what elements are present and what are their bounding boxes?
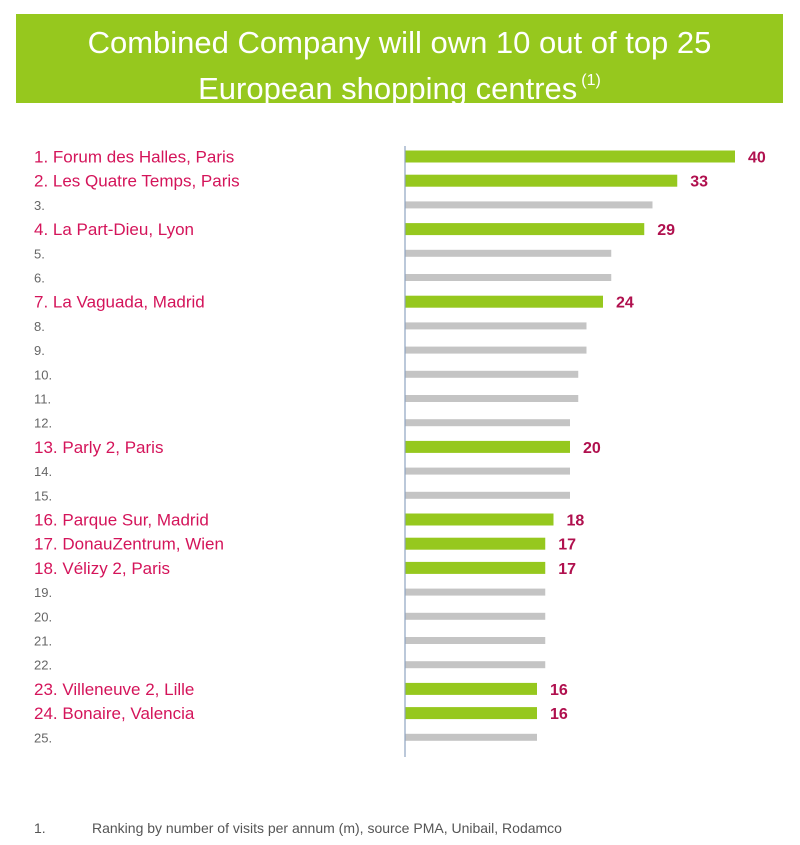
category-label: 16. Parque Sur, Madrid: [34, 511, 209, 530]
category-label: 14.: [34, 464, 52, 479]
category-label: 7. La Vaguada, Madrid: [34, 293, 205, 312]
bar: [405, 733, 537, 741]
category-label: 4. La Part-Dieu, Lyon: [34, 220, 194, 239]
bar: [405, 707, 537, 720]
category-label: 20.: [34, 609, 52, 624]
title-banner: Combined Company will own 10 out of top …: [16, 14, 783, 106]
category-label: 1. Forum des Halles, Paris: [34, 148, 234, 167]
category-label: 9.: [34, 343, 45, 358]
chart-title-line-2-text: European shopping centres: [198, 71, 578, 106]
bar-chart: 1. Forum des Halles, Paris 40 2. Les Quatr…: [34, 146, 766, 757]
category-label: 2. Les Quatre Temps, Paris: [34, 172, 240, 191]
bar: [405, 346, 587, 354]
bar: [405, 274, 612, 281]
bar: [405, 322, 587, 330]
category-label: 17. DonauZentrum, Wien: [34, 535, 224, 554]
bar: [405, 174, 678, 187]
category-label: 22.: [34, 658, 52, 673]
data-label: 16: [550, 706, 568, 723]
data-label: 33: [690, 174, 708, 191]
category-label: 24. Bonaire, Valencia: [34, 704, 195, 723]
footnote: 1. Ranking by number of visits per annum …: [34, 820, 562, 836]
data-label: 17: [558, 561, 576, 578]
chart-title-line-1: Combined Company will own 10 out of top …: [87, 25, 712, 60]
bar: [405, 467, 570, 475]
category-label: 18. Vélizy 2, Paris: [34, 559, 170, 578]
bar: [405, 537, 546, 550]
data-label: 16: [550, 682, 568, 699]
bar: [405, 419, 570, 427]
bar: [405, 249, 612, 257]
data-label: 20: [583, 440, 601, 457]
bar: [405, 370, 579, 378]
bar: [405, 682, 537, 695]
bar: [405, 661, 546, 669]
data-label: 24: [616, 295, 634, 312]
category-label: 15.: [34, 488, 52, 503]
bar: [405, 395, 579, 402]
bar: [405, 637, 546, 644]
category-label: 11.: [34, 392, 51, 407]
data-label: 18: [567, 513, 585, 530]
category-label: 13. Parly 2, Paris: [34, 438, 163, 457]
footnote-number: 1.: [34, 820, 46, 836]
category-label: 8.: [34, 319, 45, 334]
category-label: 23. Villeneuve 2, Lille: [34, 680, 194, 699]
category-label: 21.: [34, 634, 52, 649]
category-label: 12.: [34, 416, 52, 431]
category-label: 5.: [34, 246, 45, 261]
category-label: 6.: [34, 271, 45, 286]
bar: [405, 588, 546, 596]
bar: [405, 223, 645, 236]
title-footnote-ref: (1): [581, 72, 601, 89]
bar: [405, 201, 653, 209]
bar: [405, 150, 735, 163]
bar: [405, 513, 554, 526]
bar: [405, 561, 546, 574]
bar: [405, 440, 570, 453]
data-label: 29: [657, 222, 675, 239]
data-label: 17: [558, 537, 576, 554]
category-label: 10.: [34, 367, 52, 382]
category-label: 19.: [34, 585, 52, 600]
chart-title-line-2: European shopping centres (1): [16, 62, 783, 108]
data-label: 40: [748, 150, 766, 167]
bar: [405, 612, 546, 620]
category-label: 25.: [34, 730, 52, 745]
bar: [405, 491, 570, 499]
footnote-text: Ranking by number of visits per annum (m…: [92, 820, 562, 836]
bar: [405, 295, 603, 308]
category-label: 3.: [34, 198, 45, 213]
